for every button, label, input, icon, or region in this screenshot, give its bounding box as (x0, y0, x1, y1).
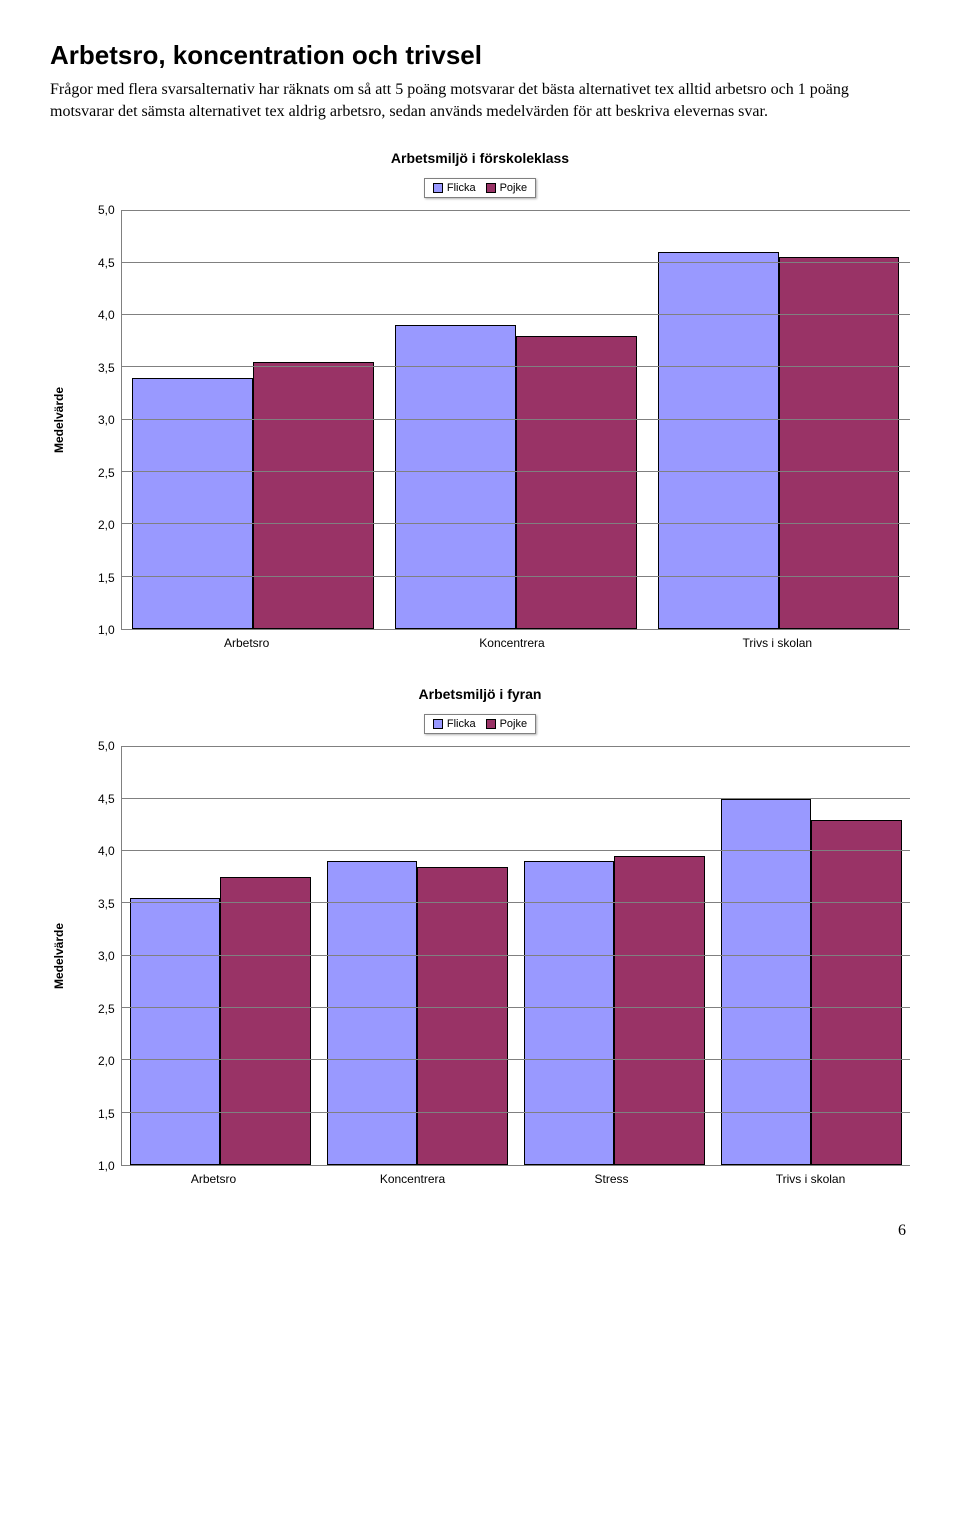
page-number: 6 (50, 1222, 910, 1240)
legend-label-flicka: Flicka (447, 718, 476, 730)
chart2-legend: Flicka Pojke (424, 714, 536, 734)
chart2-yaxis: 5,04,54,03,53,02,52,01,51,0 (98, 746, 121, 1166)
bar-flicka (130, 898, 221, 1165)
grid-line (122, 576, 910, 577)
grid-line (122, 955, 910, 956)
bar-flicka (721, 799, 812, 1166)
grid-line (122, 210, 910, 211)
bar-flicka (658, 252, 779, 629)
xtick-label: Koncentrera (313, 1172, 512, 1186)
chart1-legend: Flicka Pojke (424, 178, 536, 198)
legend-item-pojke: Pojke (486, 182, 528, 194)
grid-line (122, 1059, 910, 1060)
bar-group (647, 210, 910, 629)
chart2-plot (121, 746, 910, 1166)
bar-pojke (516, 336, 637, 629)
chart1-title: Arbetsmiljö i förskoleklass (50, 150, 910, 166)
chart-forskoleklass: Arbetsmiljö i förskoleklass Flicka Pojke… (50, 150, 910, 650)
grid-line (122, 798, 910, 799)
bar-group (384, 210, 647, 629)
chart-fyran: Arbetsmiljö i fyran Flicka Pojke Medelvä… (50, 686, 910, 1186)
bar-pojke (811, 820, 902, 1166)
bar-flicka (524, 861, 615, 1165)
chart2-title: Arbetsmiljö i fyran (50, 686, 910, 702)
legend-label-pojke: Pojke (500, 718, 528, 730)
xtick-label: Trivs i skolan (711, 1172, 910, 1186)
xtick-label: Trivs i skolan (645, 636, 910, 650)
page-heading: Arbetsro, koncentration och trivsel (50, 40, 910, 71)
intro-paragraph: Frågor med flera svarsalternativ har räk… (50, 79, 910, 122)
chart1-xaxis: ArbetsroKoncentreraTrivs i skolan (114, 636, 910, 650)
chart2-ylabel: Medelvärde (50, 746, 68, 1166)
swatch-pojke (486, 183, 496, 193)
grid-line (122, 471, 910, 472)
swatch-pojke (486, 719, 496, 729)
grid-line (122, 523, 910, 524)
bar-pojke (253, 362, 374, 629)
chart2-xaxis: ArbetsroKoncentreraStressTrivs i skolan (114, 1172, 910, 1186)
xtick-label: Arbetsro (114, 636, 379, 650)
bar-group (319, 746, 516, 1165)
grid-line (122, 1007, 910, 1008)
legend-label-flicka: Flicka (447, 182, 476, 194)
grid-line (122, 366, 910, 367)
legend-item-flicka: Flicka (433, 182, 476, 194)
chart1-plot (121, 210, 910, 630)
chart1-ylabel: Medelvärde (50, 210, 68, 630)
bar-flicka (132, 378, 253, 629)
xtick-label: Koncentrera (379, 636, 644, 650)
grid-line (122, 850, 910, 851)
grid-line (122, 902, 910, 903)
swatch-flicka (433, 183, 443, 193)
grid-line (122, 314, 910, 315)
legend-label-pojke: Pojke (500, 182, 528, 194)
bar-group (122, 746, 319, 1165)
bar-group (122, 210, 385, 629)
bar-flicka (327, 861, 418, 1165)
bar-group (516, 746, 713, 1165)
xtick-label: Stress (512, 1172, 711, 1186)
bar-pojke (417, 867, 508, 1166)
bar-pojke (220, 877, 311, 1165)
legend-item-flicka: Flicka (433, 718, 476, 730)
grid-line (122, 746, 910, 747)
xtick-label: Arbetsro (114, 1172, 313, 1186)
grid-line (122, 419, 910, 420)
bar-group (713, 746, 910, 1165)
swatch-flicka (433, 719, 443, 729)
grid-line (122, 262, 910, 263)
bar-flicka (395, 325, 516, 629)
legend-item-pojke: Pojke (486, 718, 528, 730)
grid-line (122, 1112, 910, 1113)
chart1-yaxis: 5,04,54,03,53,02,52,01,51,0 (98, 210, 121, 630)
